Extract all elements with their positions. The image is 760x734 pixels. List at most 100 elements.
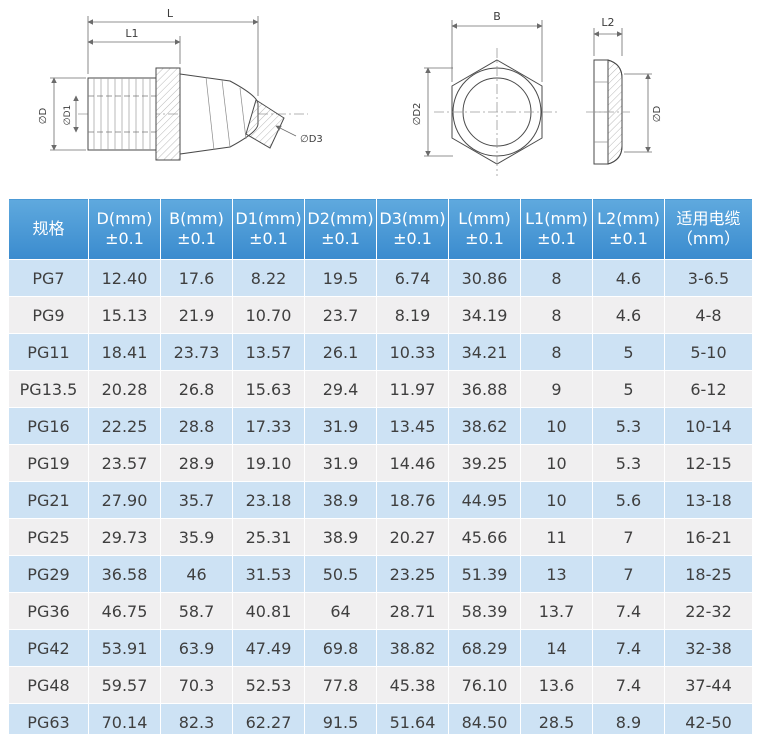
- value-cell: 28.5: [520, 703, 593, 734]
- dim-label-dD: ∅D: [38, 108, 49, 125]
- value-cell: 4.6: [592, 259, 665, 297]
- header-spec: 规格: [8, 198, 89, 260]
- dim-label-B: B: [493, 10, 501, 23]
- value-cell: 52.53: [232, 666, 305, 704]
- value-cell: 68.29: [448, 629, 521, 667]
- value-cell: 22-32: [664, 592, 753, 630]
- hex-nut-drawing: B ∅D2 L2: [412, 10, 663, 176]
- nut-side-profile: [586, 59, 630, 165]
- dimension-dD2: [424, 67, 453, 157]
- value-cell: 8: [520, 259, 593, 297]
- dim-label-L: L: [167, 7, 174, 20]
- value-cell: 5: [592, 370, 665, 408]
- dome-nut: [179, 73, 259, 155]
- value-cell: 18-25: [664, 555, 753, 593]
- value-cell: 5.3: [592, 407, 665, 445]
- value-cell: 23.25: [376, 555, 449, 593]
- value-cell: 59.57: [88, 666, 161, 704]
- value-cell: 7: [592, 518, 665, 556]
- value-cell: 62.27: [232, 703, 305, 734]
- spec-table-body: PG7 12.40 17.6 8.22 19.5 6.74 30.86 8 4.6 3-6.5 PG…: [8, 259, 753, 734]
- value-cell: 23.73: [160, 333, 233, 371]
- value-cell: 11.97: [376, 370, 449, 408]
- table-row: PG36 46.75 58.7 40.81 64 28.71 58.39 13.7 7.4 22-…: [8, 592, 753, 630]
- table-row: PG7 12.40 17.6 8.22 19.5 6.74 30.86 8 4.6 3-6.5: [8, 259, 753, 297]
- value-cell: 9: [520, 370, 593, 408]
- value-cell: 5.6: [592, 481, 665, 519]
- value-cell: 46.75: [88, 592, 161, 630]
- model-cell: PG63: [8, 703, 89, 734]
- table-row: PG13.5 20.28 26.8 15.63 29.4 11.97 36.88 9 5 6-12: [8, 370, 753, 408]
- header-d2-mm: D2(mm) ±0.1: [304, 198, 377, 260]
- value-cell: 38.62: [448, 407, 521, 445]
- hex-nut-face: [434, 48, 560, 176]
- value-cell: 7.4: [592, 629, 665, 667]
- header-l2-mm: L2(mm) ±0.1: [592, 198, 665, 260]
- value-cell: 31.9: [304, 444, 377, 482]
- value-cell: 38.82: [376, 629, 449, 667]
- value-cell: 70.3: [160, 666, 233, 704]
- value-cell: 8.9: [592, 703, 665, 734]
- value-cell: 27.90: [88, 481, 161, 519]
- leader-dD3: [275, 125, 297, 137]
- value-cell: 17.6: [160, 259, 233, 297]
- value-cell: 58.7: [160, 592, 233, 630]
- gland-side-view-drawing: L L1 ∅D ∅D1 ∅D3: [38, 7, 323, 161]
- dim-label-L1: L1: [125, 27, 138, 40]
- value-cell: 28.8: [160, 407, 233, 445]
- value-cell: 8: [520, 333, 593, 371]
- header-row: 规格 D(mm) ±0.1 B(mm) ±0.1 D1(mm) ±0.1 D2(mm)…: [8, 198, 753, 260]
- value-cell: 30.86: [448, 259, 521, 297]
- value-cell: 13.7: [520, 592, 593, 630]
- value-cell: 36.88: [448, 370, 521, 408]
- header-l1-mm: L1(mm) ±0.1: [520, 198, 593, 260]
- value-cell: 69.8: [304, 629, 377, 667]
- value-cell: 5-10: [664, 333, 753, 371]
- value-cell: 40.81: [232, 592, 305, 630]
- value-cell: 91.5: [304, 703, 377, 734]
- value-cell: 84.50: [448, 703, 521, 734]
- header-d3-mm: D3(mm) ±0.1: [376, 198, 449, 260]
- value-cell: 7.4: [592, 666, 665, 704]
- value-cell: 12.40: [88, 259, 161, 297]
- value-cell: 42-50: [664, 703, 753, 734]
- dimension-dD: [50, 77, 86, 151]
- header-cable-range: 适用电缆 （mm）: [664, 198, 753, 260]
- value-cell: 14.46: [376, 444, 449, 482]
- value-cell: 10: [520, 481, 593, 519]
- dim-label-dD1: ∅D1: [63, 105, 73, 126]
- cable-section: [245, 99, 285, 149]
- dimension-B: [451, 20, 543, 82]
- value-cell: 26.8: [160, 370, 233, 408]
- value-cell: 77.8: [304, 666, 377, 704]
- table-row: PG11 18.41 23.73 13.57 26.1 10.33 34.21 8 5 5-10: [8, 333, 753, 371]
- value-cell: 14: [520, 629, 593, 667]
- value-cell: 10.33: [376, 333, 449, 371]
- header-d-mm: D(mm) ±0.1: [88, 198, 161, 260]
- value-cell: 29.73: [88, 518, 161, 556]
- value-cell: 29.4: [304, 370, 377, 408]
- value-cell: 4.6: [592, 296, 665, 334]
- value-cell: 39.25: [448, 444, 521, 482]
- value-cell: 38.9: [304, 481, 377, 519]
- model-cell: PG48: [8, 666, 89, 704]
- model-cell: PG36: [8, 592, 89, 630]
- value-cell: 18.41: [88, 333, 161, 371]
- dim-label-dD2: ∅D2: [412, 103, 423, 126]
- model-cell: PG11: [8, 333, 89, 371]
- model-cell: PG42: [8, 629, 89, 667]
- model-cell: PG16: [8, 407, 89, 445]
- value-cell: 8.22: [232, 259, 305, 297]
- value-cell: 23.57: [88, 444, 161, 482]
- value-cell: 10: [520, 444, 593, 482]
- value-cell: 32-38: [664, 629, 753, 667]
- hex-flange-section: [155, 67, 181, 161]
- value-cell: 10: [520, 407, 593, 445]
- value-cell: 22.25: [88, 407, 161, 445]
- value-cell: 13: [520, 555, 593, 593]
- value-cell: 82.3: [160, 703, 233, 734]
- value-cell: 7: [592, 555, 665, 593]
- value-cell: 28.9: [160, 444, 233, 482]
- value-cell: 58.39: [448, 592, 521, 630]
- value-cell: 34.19: [448, 296, 521, 334]
